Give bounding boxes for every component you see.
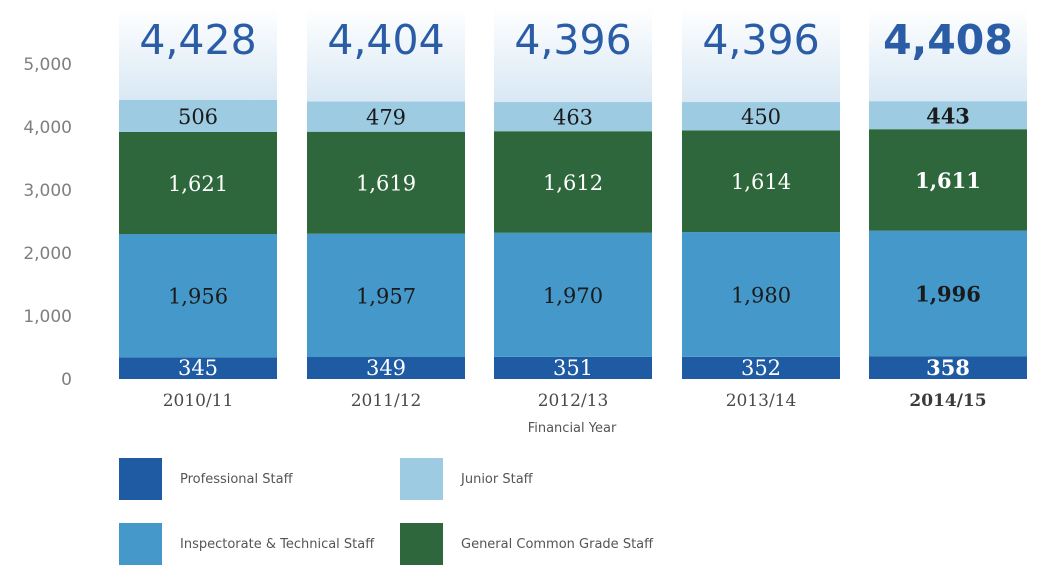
- y-tick-label: 0: [61, 370, 72, 390]
- bar-segment: [869, 129, 1027, 231]
- legend: Professional Staff Junior Staff Inspectora…: [119, 458, 654, 565]
- x-tick-label: 2014/15: [909, 391, 986, 411]
- y-axis: 0 1,000 2,000 3,000 4,000 5,000: [23, 55, 72, 390]
- legend-swatch: [400, 458, 443, 500]
- data-label: 1,996: [915, 282, 981, 307]
- total-label: 4,396: [514, 16, 631, 64]
- bar-stack: 352 1,980 1,614 450 4,396: [682, 8, 840, 380]
- y-tick-label: 2,000: [23, 244, 72, 264]
- x-axis-title: Financial Year: [528, 421, 617, 436]
- bar-segment: [307, 357, 465, 379]
- data-label: 1,957: [356, 284, 416, 308]
- bar-stack: 345 1,956 1,621 506 4,428: [119, 8, 277, 380]
- bar-segment: [869, 356, 1027, 379]
- data-label: 463: [553, 106, 593, 130]
- legend-item: General Common Grade Staff: [400, 523, 654, 565]
- x-axis: Financial Year 2010/11 2011/12 2012/13 2013…: [163, 391, 987, 436]
- bar-segment: [682, 130, 840, 233]
- data-label: 1,611: [915, 168, 981, 193]
- data-label: 349: [366, 356, 406, 380]
- bar-segment: [307, 233, 465, 358]
- x-tick-label: 2013/14: [726, 391, 797, 411]
- data-label: 1,612: [543, 171, 603, 195]
- legend-label: Professional Staff: [180, 472, 294, 487]
- data-label: 443: [926, 103, 970, 128]
- legend-item: Inspectorate & Technical Staff: [119, 523, 375, 565]
- data-label: 1,970: [543, 284, 603, 308]
- bar-segment: [307, 101, 465, 132]
- y-tick-label: 5,000: [23, 55, 72, 75]
- data-label: 1,619: [356, 172, 416, 196]
- legend-swatch: [400, 523, 443, 565]
- x-tick-label: 2010/11: [163, 391, 234, 411]
- total-label: 4,428: [139, 16, 256, 64]
- total-backdrop: [119, 8, 277, 101]
- x-tick-label: 2011/12: [351, 391, 422, 411]
- bar-segment: [119, 131, 277, 235]
- bar-segment: [869, 230, 1027, 357]
- data-label: 1,956: [168, 285, 228, 309]
- bar-stack: 358 1,996 1,611 443 4,408: [869, 8, 1027, 380]
- data-label: 1,614: [731, 170, 791, 194]
- legend-item: Junior Staff: [400, 458, 534, 500]
- legend-label: General Common Grade Staff: [461, 537, 654, 552]
- data-label: 1,980: [731, 283, 791, 307]
- bar-stack: 351 1,970 1,612 463 4,396: [494, 8, 652, 380]
- legend-swatch: [119, 523, 162, 565]
- data-label: 506: [178, 105, 218, 129]
- y-tick-label: 4,000: [23, 118, 72, 138]
- data-label: 352: [741, 356, 781, 380]
- total-backdrop: [869, 8, 1027, 102]
- total-backdrop: [682, 8, 840, 103]
- bar-segment: [119, 357, 277, 379]
- data-label: 358: [926, 355, 970, 380]
- bar-segment: [869, 101, 1027, 130]
- data-label: 351: [553, 356, 593, 380]
- legend-swatch: [119, 458, 162, 500]
- bars-group: 345 1,956 1,621 506 4,428 349 1,957 1,619 479 4,4…: [119, 8, 1027, 380]
- bar-segment: [307, 131, 465, 234]
- bar-segment: [119, 100, 277, 132]
- bar-stack: 349 1,957 1,619 479 4,404: [307, 8, 465, 380]
- bar-segment: [494, 102, 652, 132]
- x-tick-label: 2012/13: [538, 391, 609, 411]
- data-label: 450: [741, 105, 781, 129]
- data-label: 479: [366, 106, 406, 130]
- bar-segment: [682, 356, 840, 379]
- data-label: 1,621: [168, 172, 228, 196]
- total-label: 4,396: [702, 16, 819, 64]
- data-label: 345: [178, 356, 218, 380]
- total-backdrop: [494, 8, 652, 103]
- bar-segment: [494, 356, 652, 379]
- bar-segment: [119, 234, 277, 358]
- legend-label: Inspectorate & Technical Staff: [180, 537, 375, 552]
- total-label: 4,408: [883, 16, 1013, 64]
- total-label: 4,404: [327, 16, 444, 64]
- bar-segment: [682, 232, 840, 357]
- y-tick-label: 1,000: [23, 307, 72, 327]
- bar-segment: [494, 131, 652, 233]
- bar-segment: [494, 232, 652, 357]
- y-tick-label: 3,000: [23, 181, 72, 201]
- legend-item: Professional Staff: [119, 458, 294, 500]
- legend-label: Junior Staff: [460, 472, 534, 487]
- bar-segment: [682, 102, 840, 131]
- total-backdrop: [307, 8, 465, 102]
